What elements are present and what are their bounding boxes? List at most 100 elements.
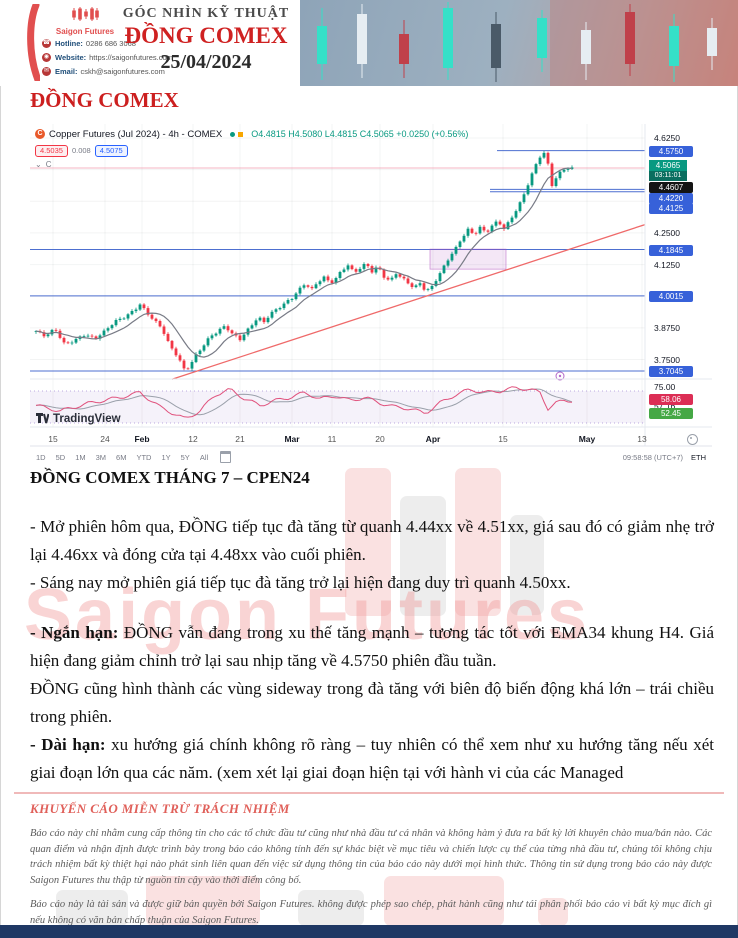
price-scale[interactable]: 4.6250 4.2500 4.1250 3.8750 3.7500 75.00 57.16… — [646, 124, 712, 429]
price-level-label: 4.0015 — [649, 290, 693, 302]
report-header: Saigon Futures ☎ Hotline: 0286 686 3068 … — [0, 0, 738, 86]
contact-block: ☎ Hotline: 0286 686 3068 ◉ Website: http… — [42, 36, 173, 78]
chart-toolbar: 1D 5D 1M 3M 6M YTD 1Y 5Y All 09:58:58 (UTC+7) ET… — [36, 449, 706, 465]
phone-icon: ☎ — [42, 38, 51, 48]
report-title: ĐỒNG COMEX — [124, 23, 288, 48]
legend-spread-value: 0.008 — [71, 146, 91, 155]
footer-bar — [0, 925, 738, 938]
analysis-heading: ĐỒNG COMEX THÁNG 7 – CPEN24 — [30, 468, 310, 487]
chart-canvas[interactable] — [30, 124, 712, 473]
timeframe-button-5d[interactable]: 5D — [55, 452, 66, 462]
time-axis-label: Feb — [134, 434, 150, 444]
long-term-text: xu hướng giá chính không rõ ràng – tuy n… — [30, 735, 714, 782]
candlestick-photo — [300, 0, 738, 86]
time-scale[interactable]: 15 24 Feb 12 21 Mar 11 20 Apr 15 May 13 — [30, 430, 646, 447]
tradingview-icon — [36, 413, 49, 424]
chart-legend: C Copper Futures (Jul 2024) - 4h - COMEX… — [35, 127, 468, 169]
time-axis-label: Mar — [284, 434, 300, 444]
price-level-label: 3.7045 — [649, 366, 693, 378]
brand-ribbon — [27, 1, 42, 84]
globe-icon: ◉ — [42, 52, 51, 62]
price-tick-label: 3.7500 — [654, 354, 680, 365]
session-label[interactable]: ETH — [691, 452, 706, 462]
page-title: ĐỒNG COMEX — [30, 88, 179, 112]
timeframe-button-1d[interactable]: 1D — [36, 452, 46, 462]
short-term-label: - Ngắn hạn: — [30, 623, 119, 642]
timeframe-button-ytd[interactable]: YTD — [136, 452, 152, 462]
time-axis-label: 12 — [188, 434, 198, 444]
brand-logo: Saigon Futures — [50, 7, 120, 36]
flag-icon[interactable] — [238, 131, 244, 137]
hotline-label: Hotline: — [55, 38, 83, 48]
price-level-label: 4.4125 — [649, 203, 693, 214]
symbol-title[interactable]: Copper Futures (Jul 2024) - 4h - COMEX — [49, 128, 223, 140]
price-tick-label: 75.00 — [654, 382, 676, 392]
ohlc-readout: O4.4815 H4.5080 L4.4815 C4.5065 +0.0250 … — [251, 129, 469, 139]
price-level-label: 4.5750 — [649, 145, 693, 157]
timeframe-button-1y[interactable]: 1Y — [161, 452, 171, 462]
watermark-text: Saigon Futures — [24, 575, 591, 655]
gear-icon[interactable] — [687, 434, 698, 445]
email-label: Email: — [55, 66, 78, 76]
price-level-label: 52.45 — [649, 408, 693, 419]
legend-collapse-label: C — [45, 160, 52, 169]
hotline-value: 0286 686 3068 — [85, 38, 136, 48]
website-value[interactable]: https://saigonfutures.com — [89, 52, 173, 62]
header-titles: GÓC NHÌN KỸ THUẬT ĐỒNG COMEX 25/04/2024 — [108, 6, 304, 74]
website-row: ◉ Website: https://saigonfutures.com — [42, 50, 173, 64]
bar-countdown: 03:11:01 — [649, 171, 687, 181]
price-tick-label: 4.2500 — [654, 227, 680, 238]
disclaimer-paragraph-1: Báo cáo này chỉ nhằm cung cấp thông tin … — [30, 828, 712, 886]
analysis-paragraph-4: ĐỒNG cũng hình thành các vùng sideway tr… — [30, 679, 714, 726]
price-tick-label: 57.16 — [654, 401, 676, 411]
email-row: ✉ Email: cskh@saigonfutures.com — [42, 64, 173, 78]
time-axis-label: May — [578, 434, 596, 444]
tradingview-chart: C Copper Futures (Jul 2024) - 4h - COMEX… — [30, 124, 712, 468]
chevron-down-icon[interactable]: ⌄ — [35, 160, 42, 169]
time-axis-label: 24 — [100, 434, 110, 444]
tradingview-logo[interactable]: TradingView — [36, 412, 121, 425]
disclaimer-section: KHUYẾN CÁO MIỄN TRỪ TRÁCH NHIỆM Báo cáo … — [30, 801, 712, 928]
time-axis-label: 15 — [498, 434, 508, 444]
analysis-paragraph-2: - Sáng nay mở phiên giá tiếp tục đà tăng… — [30, 573, 571, 592]
report-kicker: GÓC NHÌN KỸ THUẬT — [122, 6, 290, 21]
mail-icon: ✉ — [42, 66, 51, 76]
market-open-dot-icon — [230, 131, 236, 137]
time-axis-label: 21 — [235, 434, 245, 444]
calendar-icon[interactable] — [220, 451, 232, 463]
timeframe-button-3m[interactable]: 3M — [95, 452, 107, 462]
price-tick-label: 3.8750 — [654, 322, 680, 333]
time-axis-label: 11 — [327, 434, 337, 444]
tradingview-name: TradingView — [53, 412, 121, 425]
chart-clock[interactable]: 09:58:58 (UTC+7) — [622, 452, 683, 462]
timeframe-button-5y[interactable]: 5Y — [180, 452, 190, 462]
price-tick-label: 4.6250 — [654, 133, 680, 143]
time-axis-label: Apr — [425, 434, 441, 444]
last-price-label: 4.5065 — [649, 160, 687, 171]
price-level-label: 4.1845 — [649, 244, 693, 256]
time-axis-label: 20 — [375, 434, 385, 444]
time-axis-label: 15 — [48, 434, 58, 444]
timeframe-button-6m[interactable]: 6M — [116, 452, 127, 462]
brand-name: Saigon Futures — [55, 27, 115, 36]
brand-bars-icon — [72, 7, 99, 21]
hotline-row: ☎ Hotline: 0286 686 3068 — [42, 36, 173, 50]
disclaimer-paragraph-2: Báo cáo này là tài sản và được giữ bản q… — [30, 899, 712, 926]
analysis-paragraph-1: - Mở phiên hôm qua, ĐỒNG tiếp tục đà tăn… — [30, 517, 714, 564]
legend-high-pill: 4.5075 — [94, 144, 128, 157]
disclaimer-divider — [14, 792, 724, 794]
email-value[interactable]: cskh@saigonfutures.com — [80, 66, 165, 76]
price-level-label: 58.06 — [649, 394, 693, 405]
last-price-block: 4.5065 03:11:01 — [649, 160, 687, 181]
timeframe-button-all[interactable]: All — [199, 452, 209, 462]
analysis-paragraph-3: - Ngắn hạn: ĐỒNG vẫn đang trong xu thế t… — [30, 619, 714, 675]
symbol-icon: C — [35, 129, 45, 139]
website-label: Website: — [55, 52, 87, 62]
report-date: 25/04/2024 — [160, 51, 252, 73]
disclaimer-title: KHUYẾN CÁO MIỄN TRỪ TRÁCH NHIỆM — [30, 801, 290, 816]
timeframe-button-1m[interactable]: 1M — [75, 452, 86, 462]
price-level-label: 4.4607 — [649, 182, 693, 193]
price-tick-label: 4.1250 — [654, 259, 680, 270]
price-level-label: 4.4220 — [649, 193, 693, 204]
